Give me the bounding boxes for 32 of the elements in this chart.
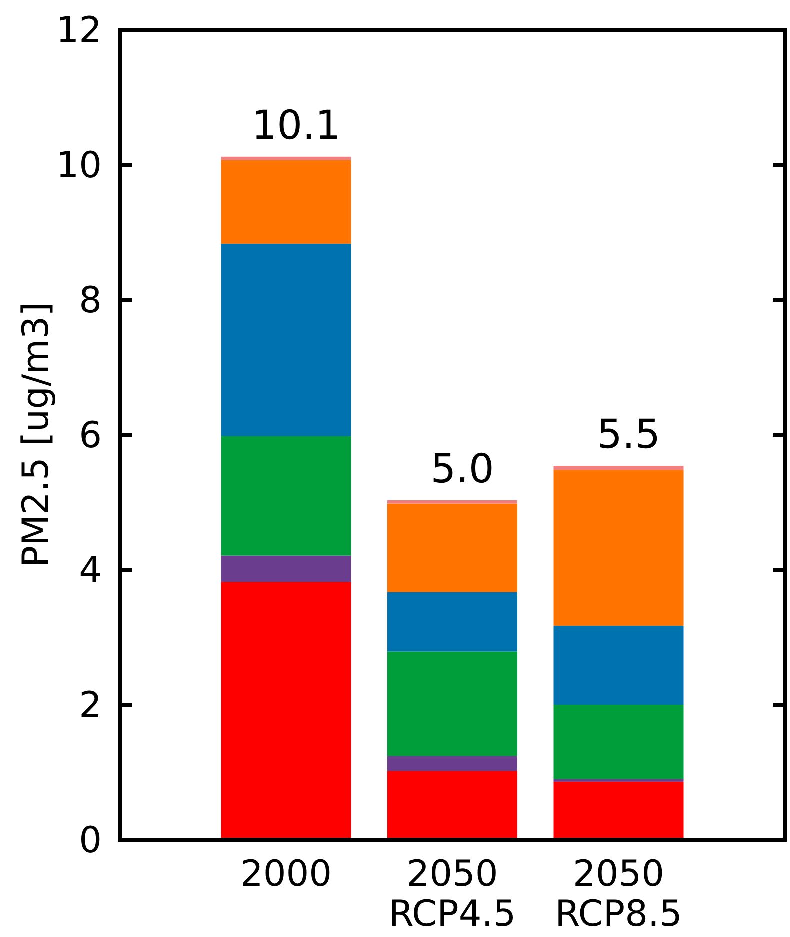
y-tick-label: 10: [56, 146, 102, 187]
y-tick-label: 2: [79, 686, 102, 727]
x-tick-label: 2050 RCP8.5: [555, 854, 682, 935]
bar: [388, 504, 518, 592]
bar: [554, 470, 684, 626]
x-tick-label: 2000: [240, 854, 332, 895]
bar: [554, 782, 684, 840]
bar: [388, 771, 518, 840]
bar: [554, 626, 684, 705]
bar: [221, 582, 352, 840]
bar: [221, 156, 352, 160]
bar: [554, 779, 684, 782]
bar: [554, 466, 684, 470]
total-label: 10.1: [252, 102, 341, 149]
bar: [554, 705, 684, 780]
y-tick-label: 12: [56, 10, 102, 52]
y-tick-label: 4: [79, 550, 102, 592]
bar: [221, 244, 352, 436]
x-tick-label: 2050 RCP4.5: [388, 854, 516, 935]
y-axis-title: PM2.5 [ug/m3]: [16, 302, 57, 568]
bar: [388, 592, 518, 652]
bar: [221, 556, 352, 582]
bar: [388, 756, 518, 772]
bar: [221, 436, 352, 556]
y-tick-label: 6: [79, 416, 102, 457]
bar: [388, 500, 518, 504]
total-label: 5.0: [430, 446, 494, 492]
bar: [221, 160, 352, 244]
y-tick-label: 0: [79, 820, 102, 862]
total-label: 5.5: [596, 412, 661, 458]
bar: [388, 652, 518, 756]
y-tick-label: 8: [79, 280, 102, 322]
